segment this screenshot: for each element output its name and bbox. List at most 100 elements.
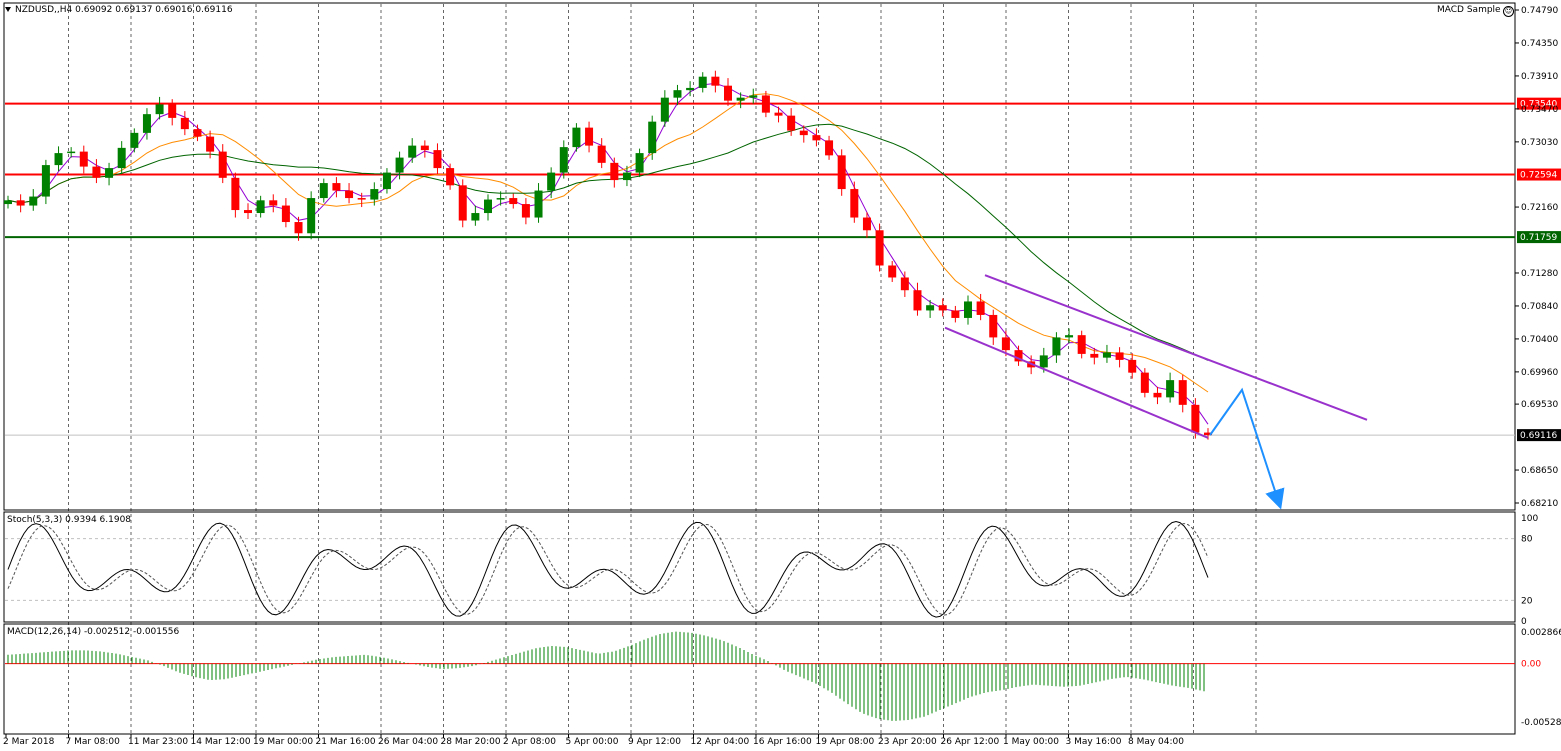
time-axis: 2 Mar 2018 7 Mar 08:00 11 Mar 23:00 14 Mar … [3, 734, 1184, 747]
x-tick-label: 1 May 00:00 [1003, 737, 1059, 747]
x-tick-label: 23 Apr 20:00 [878, 737, 937, 747]
moving-average-line [7, 93, 1209, 393]
candle-body [256, 200, 265, 214]
candle-body [1166, 380, 1175, 398]
smiley-icon[interactable]: ☺ [1503, 6, 1514, 17]
x-tick-label: 26 Apr 12:00 [941, 737, 1000, 747]
x-tick-label: 8 May 04:00 [1128, 737, 1184, 747]
level-label: 0.71759 [1520, 233, 1557, 243]
candle-body [206, 136, 215, 152]
candle-body [799, 130, 808, 136]
candle-body [976, 301, 985, 315]
y-tick-label: 0.70400 [1521, 335, 1558, 345]
y-tick-label: 0.73470 [1521, 105, 1558, 115]
candle-body [496, 198, 505, 200]
y-tick-label: 0.70840 [1521, 302, 1558, 312]
candle-body [888, 265, 897, 278]
candle-body [142, 114, 151, 133]
candle-body [1204, 432, 1212, 436]
candle-body [900, 277, 909, 291]
candle-body [41, 165, 50, 197]
candle-body [269, 200, 278, 206]
candle-body [1077, 335, 1086, 354]
candle-body [446, 168, 455, 186]
candle-body [281, 205, 290, 223]
macd-level-label: 0.00 [1521, 660, 1541, 670]
candle-body [875, 230, 884, 266]
candle-body [812, 135, 821, 141]
candle-body [4, 200, 12, 205]
candle-body [370, 189, 379, 200]
candle-body [433, 150, 442, 169]
candle-body [180, 117, 189, 130]
candle-body [951, 310, 960, 318]
x-tick-label: 26 Mar 04:00 [378, 737, 438, 747]
x-tick-label: 2 Apr 08:00 [503, 737, 556, 747]
candle-body [787, 115, 796, 131]
candle-body [774, 112, 783, 116]
ea-name[interactable]: MACD Sample [1437, 5, 1501, 15]
x-tick-label: 7 Mar 08:00 [66, 737, 121, 747]
candle-body [155, 104, 164, 115]
y-tick-label: 0.68650 [1521, 466, 1558, 476]
candle-body [1052, 337, 1061, 356]
y-tick-label: 0.74350 [1521, 39, 1558, 49]
chart-menu-icon[interactable] [5, 7, 11, 12]
macd-label: MACD(12,26,14) -0.002512 -0.001556 [7, 627, 180, 637]
price-axis: 0.74790 0.74350 0.73910 0.73470 0.73030 0.721… [1515, 6, 1558, 509]
symbol-info: NZDUSD,,H4 0.69092 0.69137 0.69016 0.691… [15, 5, 233, 15]
stochastic-panel: 100 80 20 0 [5, 514, 1538, 627]
candle-body [862, 217, 871, 231]
candle-body [345, 190, 354, 199]
x-tick-label: 16 Apr 16:00 [753, 737, 812, 747]
candlesticks [4, 70, 1212, 440]
candle-body [130, 132, 139, 148]
x-tick-label: 2 Mar 2018 [3, 737, 55, 747]
candle-body [761, 95, 770, 113]
x-tick-label: 11 Mar 23:00 [128, 737, 188, 747]
candle-body [168, 104, 177, 118]
candle-body [1140, 372, 1149, 393]
candle-body [1014, 350, 1023, 362]
y-tick-label: 0.73030 [1521, 138, 1558, 148]
level-tag [1517, 231, 1561, 244]
candle-body [244, 210, 252, 214]
macd-level-label: -0.005288 [1521, 718, 1561, 728]
candle-body [989, 314, 998, 338]
candle-body [686, 87, 695, 91]
forecast-path [1209, 387, 1285, 510]
stoch-level-label: 0 [1521, 617, 1527, 627]
candle-body [471, 213, 480, 221]
candle-body [1115, 352, 1124, 360]
candle-body [484, 199, 492, 214]
candle-body [105, 168, 114, 178]
x-tick-label: 3 May 16:00 [1066, 737, 1122, 747]
candle-body [1178, 380, 1187, 405]
x-tick-label: 5 Apr 00:00 [566, 737, 619, 747]
candle-body [1191, 404, 1200, 433]
candle-body [597, 145, 606, 163]
candle-body [54, 153, 63, 166]
moving-average-line [7, 123, 1209, 361]
candle-body [926, 305, 935, 311]
candle-body [357, 198, 366, 200]
candle-body [635, 153, 644, 173]
candle-body [408, 145, 417, 158]
candle-body [332, 183, 341, 191]
candle-body [610, 162, 619, 181]
x-tick-label: 14 Mar 12:00 [191, 737, 251, 747]
candle-body [509, 198, 518, 205]
candle-body [218, 151, 227, 178]
y-tick-label: 0.69960 [1521, 368, 1558, 378]
candle-body [117, 147, 126, 169]
forecast-arrow [1209, 387, 1285, 510]
candle-body [395, 157, 404, 173]
candle-body [698, 76, 707, 88]
y-tick-label: 0.71280 [1521, 269, 1558, 279]
candle-body [1090, 353, 1099, 358]
candle-body [749, 95, 758, 98]
x-tick-label: 28 Mar 20:00 [441, 737, 501, 747]
stoch-level-label: 100 [1521, 514, 1538, 524]
x-tick-label: 12 Apr 04:00 [691, 737, 750, 747]
